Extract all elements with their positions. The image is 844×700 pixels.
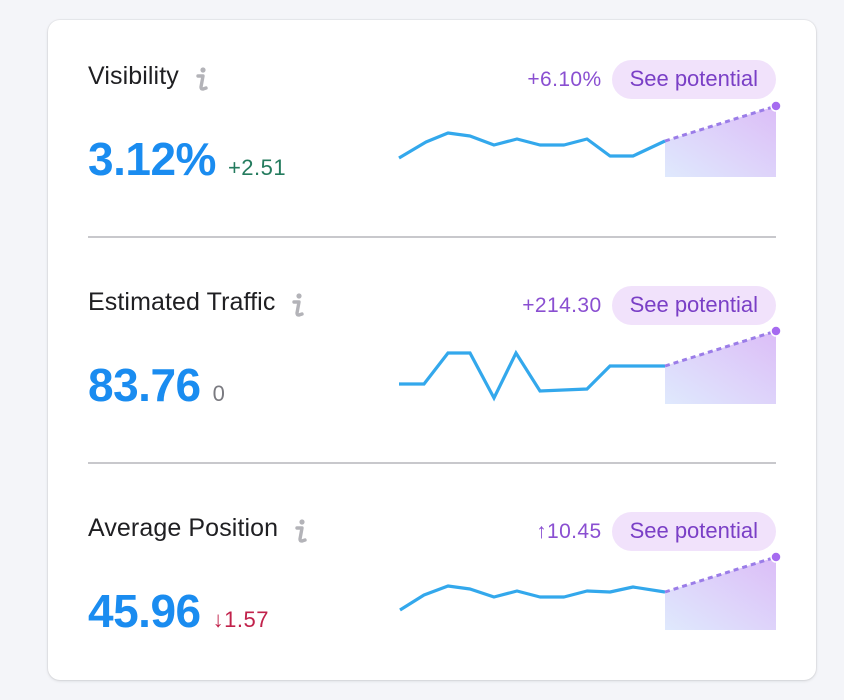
- metric-visibility: Visibility 3.12% +2.51 +6.10% See potent…: [88, 20, 782, 246]
- metric-value: 83.76: [88, 359, 201, 411]
- forecast-dot: [770, 100, 782, 112]
- forecast-dot: [770, 552, 782, 563]
- metric-delta: +2.51: [227, 155, 287, 180]
- divider: [88, 236, 776, 238]
- see-potential-button[interactable]: See potential: [611, 512, 776, 551]
- metric-title: Average Position: [88, 514, 279, 542]
- potential-value: +214.30: [522, 293, 602, 317]
- forecast-dot: [770, 326, 782, 337]
- potential-value: ↑10.45: [536, 519, 602, 543]
- metric-delta: ↓1.57: [212, 607, 269, 632]
- sparkline-line: [398, 131, 666, 160]
- info-icon[interactable]: [195, 66, 209, 92]
- metric-estimated-traffic: Estimated Traffic 83.76 0 +214.30 See po…: [88, 246, 782, 472]
- sparkline-line: [399, 349, 665, 402]
- metric-delta: 0: [212, 381, 226, 406]
- potential-value: +6.10%: [527, 67, 602, 91]
- see-potential-button[interactable]: See potential: [611, 286, 776, 325]
- metric-title: Visibility: [88, 62, 179, 90]
- sparkline-line: [399, 584, 666, 612]
- divider: [88, 462, 776, 464]
- metric-average-position: Average Position 45.96 ↓1.57 ↑10.45 See …: [88, 472, 782, 698]
- metric-title: Estimated Traffic: [88, 288, 276, 316]
- sparkline-chart: [398, 100, 782, 177]
- sparkline-chart: [399, 552, 782, 630]
- info-icon[interactable]: [294, 518, 308, 544]
- metric-value: 45.96: [88, 585, 201, 637]
- info-icon[interactable]: [291, 292, 305, 318]
- see-potential-button[interactable]: See potential: [611, 60, 776, 99]
- sparkline-chart: [399, 326, 782, 404]
- metric-value: 3.12%: [88, 133, 216, 185]
- seo-metrics-card: Visibility 3.12% +2.51 +6.10% See potent…: [48, 20, 816, 680]
